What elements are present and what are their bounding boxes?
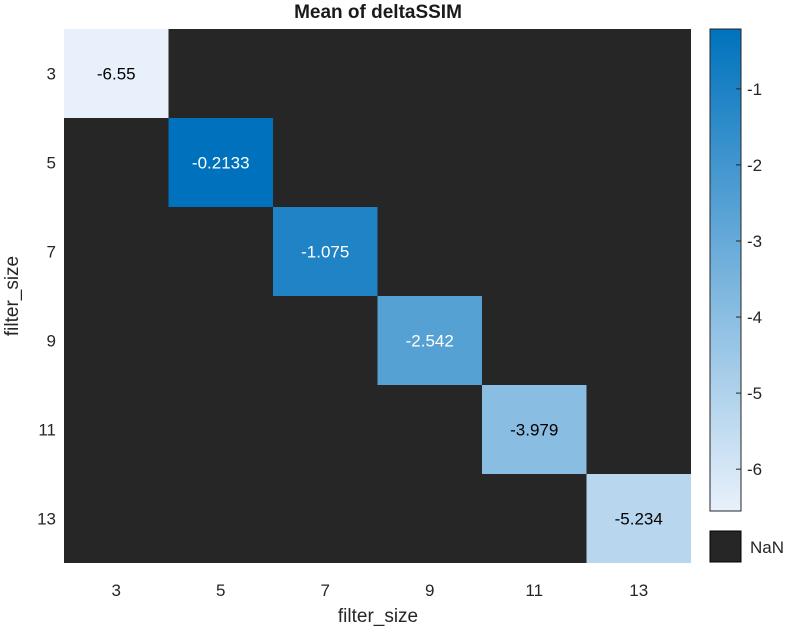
plot-area: -6.55 -0.2133 -1.075 -2.542 -3.979 -5.234 [64, 29, 691, 563]
x-tick-label: 3 [112, 581, 121, 600]
chart-title: Mean of deltaSSIM [294, 2, 462, 23]
y-tick-label: 11 [38, 421, 56, 440]
heatmap-cell [168, 118, 273, 207]
colorbar-tick-label: -5 [747, 384, 762, 403]
x-axis-label: filter_size [338, 606, 418, 627]
x-tick-label: 13 [629, 581, 648, 600]
nan-legend: NaN [709, 530, 784, 563]
colorbar-gradient [709, 28, 742, 512]
cell-value-label: -6.55 [97, 65, 136, 84]
colorbar-tick-label: -6 [747, 460, 762, 479]
y-tick-label: 13 [37, 510, 56, 529]
y-tick-label: 3 [47, 65, 56, 84]
cell-value-label: -5.234 [615, 510, 663, 529]
y-tick-label: 7 [47, 243, 56, 262]
x-tick-label: 9 [425, 581, 434, 600]
heatmap-cell [482, 385, 587, 474]
colorbar-tick-label: -1 [747, 80, 762, 99]
cell-value-label: -1.075 [301, 243, 349, 262]
x-axis-ticks: 3 5 7 9 11 13 [112, 581, 649, 600]
colorbar-tick-label: -2 [747, 156, 762, 175]
cell-value-label: -2.542 [406, 332, 454, 351]
cell-value-label: -3.979 [510, 421, 558, 440]
y-axis-ticks: 3 5 7 9 11 13 [37, 65, 56, 529]
y-tick-label: 5 [47, 154, 56, 173]
colorbar-tick-label: -3 [747, 232, 762, 251]
cell-value-label: -0.2133 [192, 154, 250, 173]
nan-legend-label: NaN [750, 538, 784, 557]
y-tick-label: 9 [47, 332, 56, 351]
heatmap-cell [377, 296, 482, 385]
heatmap-cell [586, 474, 691, 563]
x-tick-label: 11 [525, 581, 543, 600]
y-axis-label: filter_size [2, 256, 23, 336]
x-tick-label: 5 [216, 581, 225, 600]
colorbar-tick-label: -4 [747, 308, 762, 327]
nan-legend-swatch [709, 530, 742, 563]
heatmap-cell [273, 207, 378, 296]
colorbar: -1 -2 -3 -4 -5 -6 [709, 28, 762, 512]
heatmap-cell [64, 29, 169, 118]
x-tick-label: 7 [321, 581, 330, 600]
